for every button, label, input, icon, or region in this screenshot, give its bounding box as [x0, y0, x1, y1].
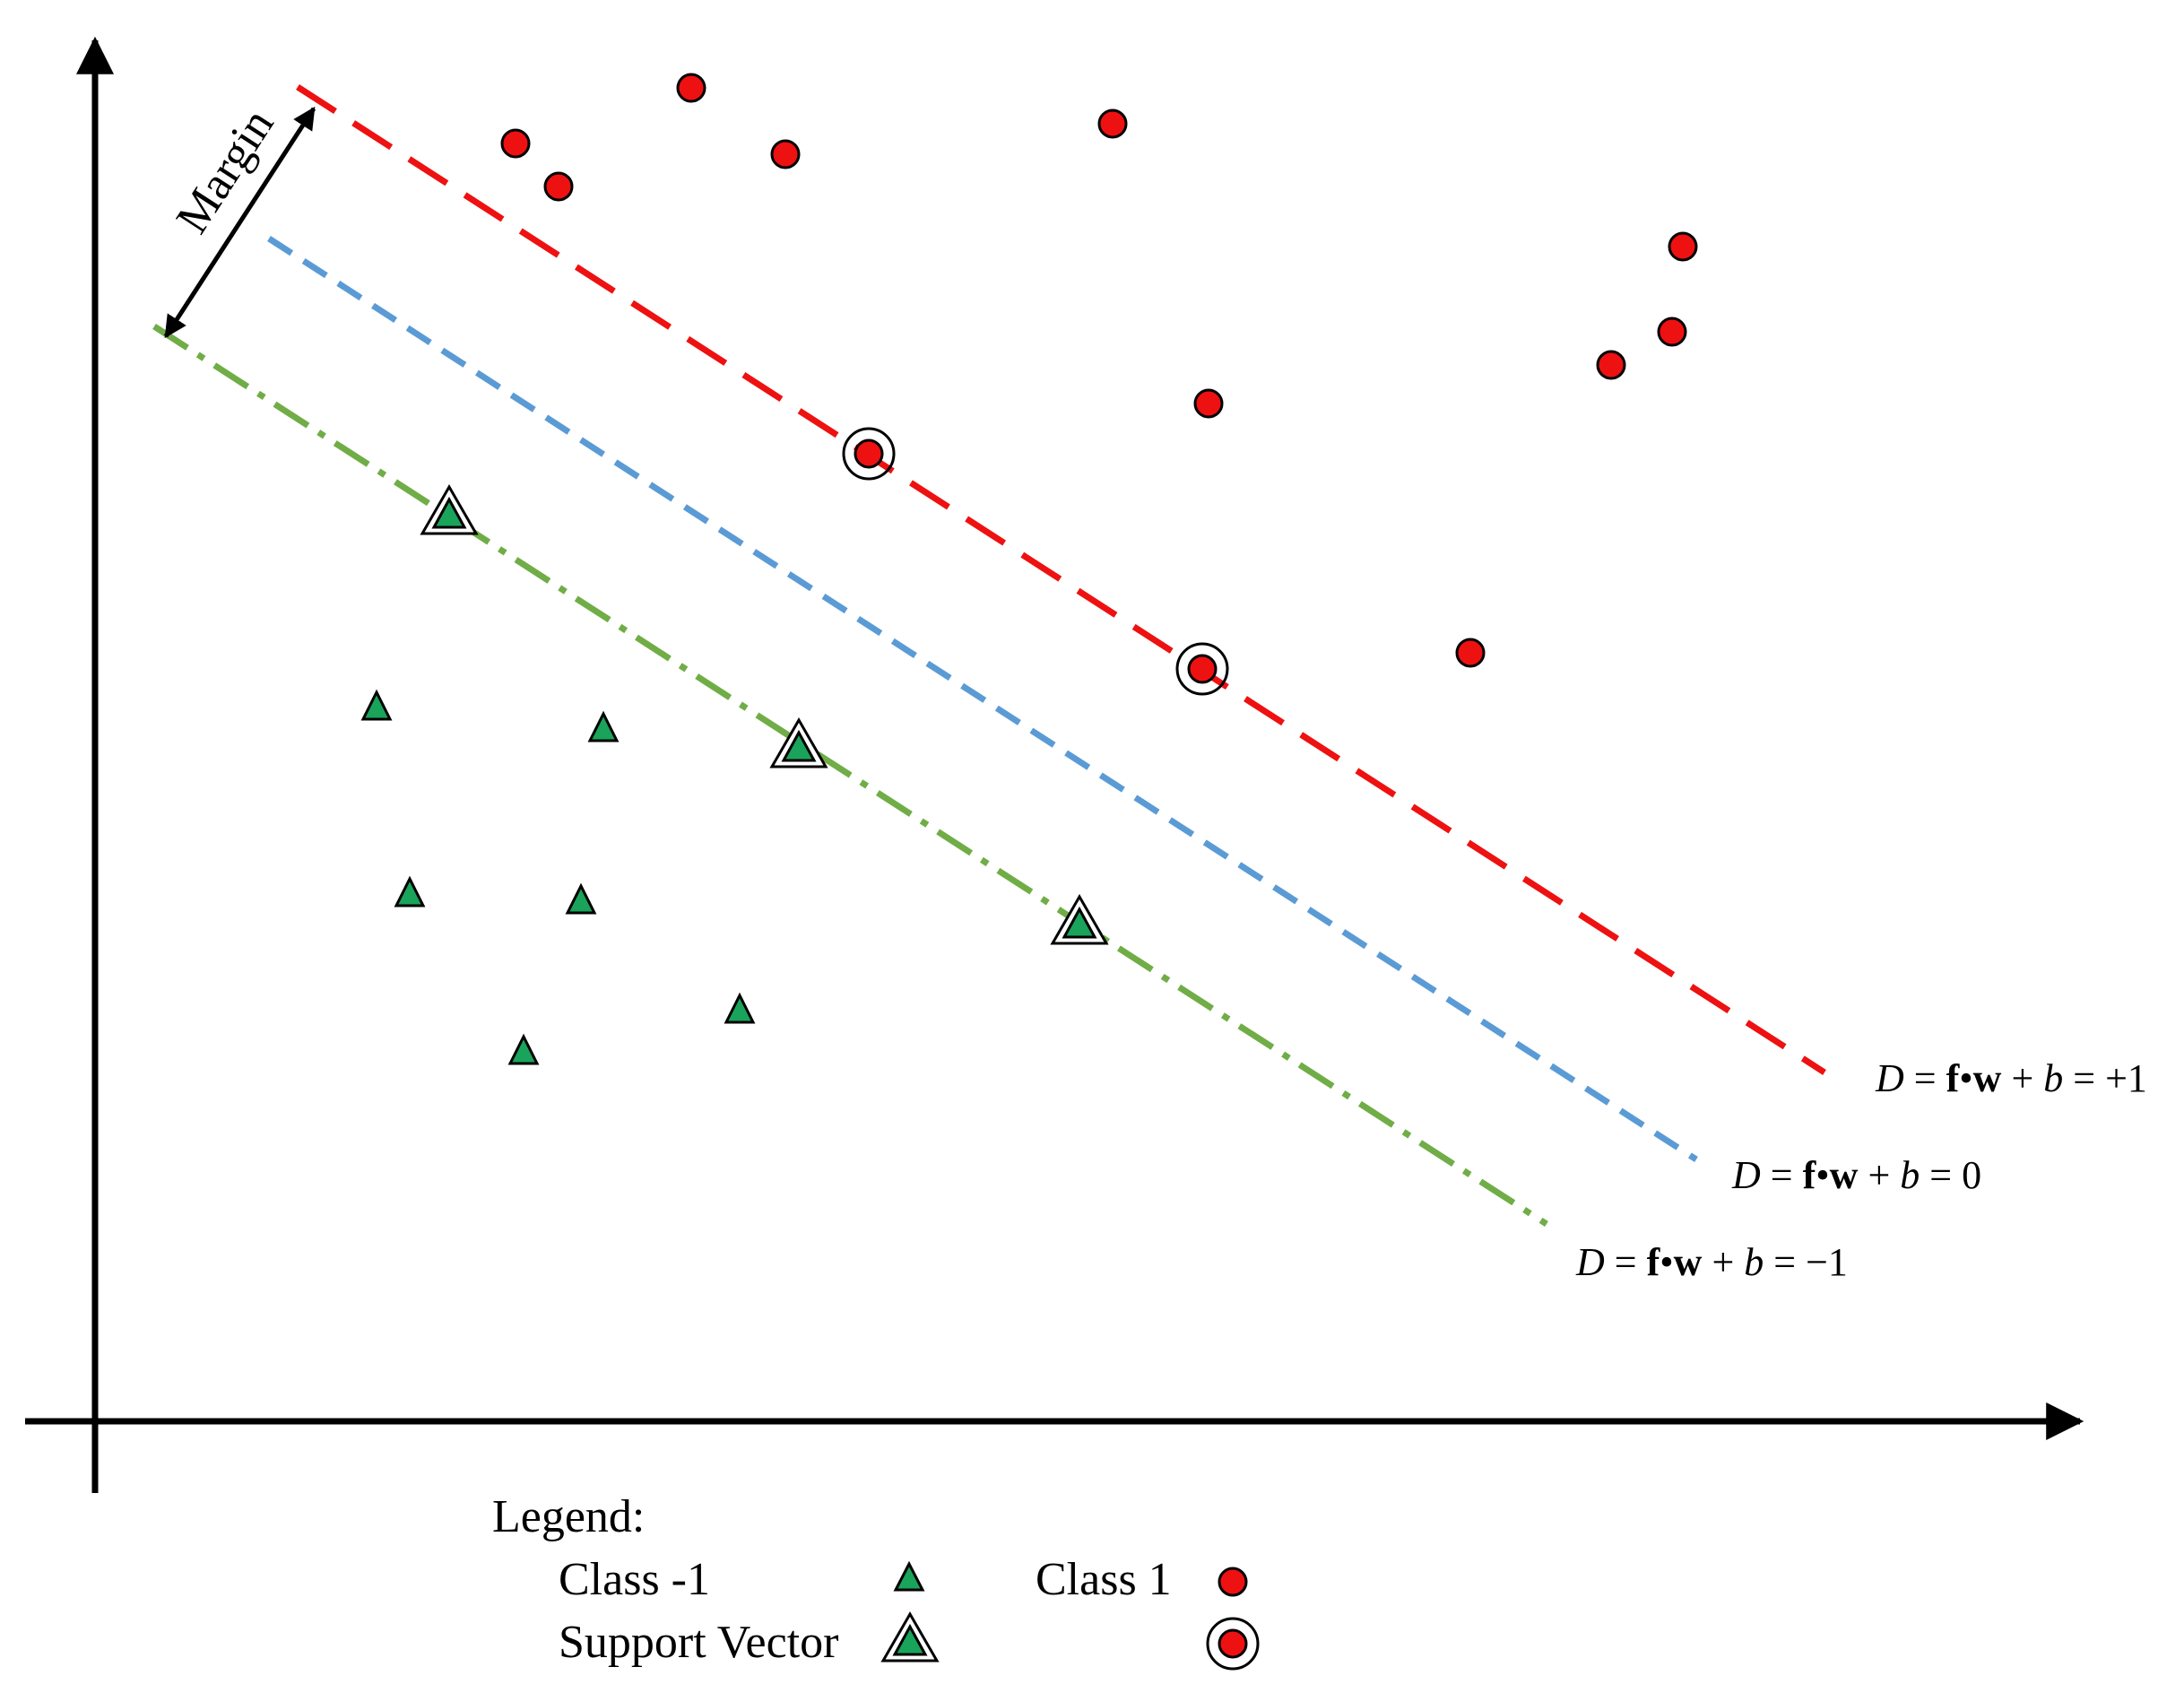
legend: Legend: Class -1 Class 1 Support Vector	[492, 1491, 1260, 1671]
line-zero	[267, 236, 1698, 1162]
class-pos-point	[1097, 109, 1128, 139]
axes	[25, 36, 2084, 1493]
support-vector-pos	[1175, 642, 1229, 696]
class-pos-point	[543, 171, 574, 202]
equation-plus-one: D = f•w + b = +1	[1875, 1056, 2147, 1100]
class-pos-point	[676, 73, 706, 103]
class-pos-point	[1596, 350, 1626, 380]
boundary-lines	[152, 84, 1826, 1227]
class-neg-support-vectors	[420, 483, 1109, 945]
class-neg-point	[587, 710, 620, 742]
class-pos-points	[500, 73, 1698, 668]
class-neg-point	[565, 882, 597, 915]
class-neg-point	[394, 875, 426, 907]
class-pos-point	[1668, 231, 1698, 262]
class-pos-point	[1455, 638, 1486, 668]
support-vector-neg	[1050, 893, 1109, 945]
class-neg-points	[360, 689, 756, 1065]
support-vector-pos	[842, 427, 896, 481]
support-vector-neg	[769, 716, 828, 768]
line-plus-one	[296, 84, 1826, 1075]
legend-heading: Legend:	[492, 1491, 645, 1542]
equation-minus-one: D = f•w + b = −1	[1575, 1240, 1848, 1284]
legend-class-pos-label: Class 1	[1036, 1554, 1172, 1605]
legend-class-neg-label: Class -1	[559, 1554, 710, 1605]
legend-triangle-icon	[893, 1560, 925, 1592]
margin-indicator: Margin	[163, 100, 316, 339]
line-minus-one	[152, 324, 1548, 1227]
class-pos-support-vectors	[842, 427, 1229, 696]
legend-support-vector-circle-icon	[1206, 1617, 1260, 1671]
class-neg-point	[360, 689, 393, 721]
class-neg-point	[507, 1033, 540, 1065]
class-pos-point	[1657, 317, 1687, 347]
equation-labels: D = f•w + b = +1 D = f•w + b = 0 D = f•w…	[1575, 1056, 2147, 1284]
class-neg-point	[724, 992, 756, 1024]
legend-support-vector-label: Support Vector	[559, 1617, 838, 1668]
margin-label: Margin	[167, 100, 284, 243]
legend-circle-icon	[1218, 1567, 1248, 1597]
legend-support-vector-triangle-icon	[880, 1611, 940, 1663]
equation-zero: D = f•w + b = 0	[1731, 1153, 1981, 1197]
class-pos-point	[770, 139, 801, 169]
margin-arrow	[163, 106, 316, 339]
class-pos-point	[1193, 388, 1224, 419]
support-vector-neg	[420, 483, 479, 535]
class-pos-point	[500, 128, 531, 159]
